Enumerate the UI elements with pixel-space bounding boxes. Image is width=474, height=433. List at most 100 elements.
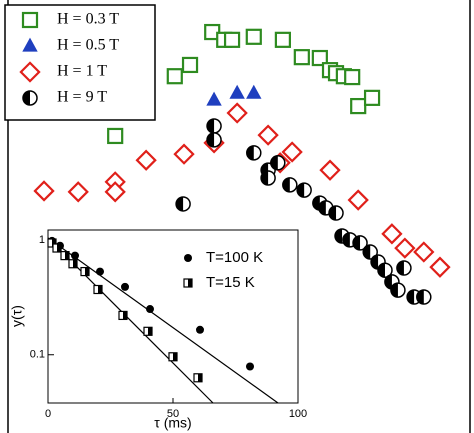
marker-shape bbox=[71, 251, 79, 260]
marker bbox=[19, 61, 41, 83]
marker-shape bbox=[363, 89, 381, 106]
marker bbox=[67, 181, 89, 203]
marker bbox=[226, 102, 248, 124]
marker-half bbox=[98, 285, 102, 294]
marker-shape bbox=[226, 102, 248, 124]
marker-half bbox=[377, 263, 385, 278]
marker bbox=[206, 91, 222, 106]
legend-label: T=100 K bbox=[206, 249, 263, 266]
marker-shape bbox=[135, 149, 157, 171]
marker-shape bbox=[104, 181, 126, 203]
marker-shape bbox=[181, 56, 199, 74]
marker bbox=[246, 362, 254, 371]
marker bbox=[260, 170, 276, 186]
marker-shape bbox=[429, 256, 451, 278]
marker bbox=[146, 305, 154, 314]
marker bbox=[183, 278, 193, 288]
x-tick-label: 100 bbox=[289, 408, 307, 420]
marker-half bbox=[329, 206, 337, 221]
marker-half bbox=[52, 239, 56, 248]
marker-shape bbox=[246, 362, 254, 371]
marker-shape bbox=[96, 267, 104, 276]
marker bbox=[281, 141, 303, 163]
legend-label: H = 9 T bbox=[57, 89, 107, 106]
marker bbox=[96, 267, 104, 276]
marker bbox=[246, 145, 262, 161]
marker bbox=[362, 244, 378, 260]
marker-shape bbox=[206, 91, 222, 106]
marker-half bbox=[73, 259, 77, 268]
marker-shape bbox=[311, 49, 328, 67]
marker bbox=[293, 49, 310, 66]
marker-half bbox=[176, 196, 184, 211]
inset-y-label: y(τ) bbox=[9, 305, 25, 327]
marker-half bbox=[123, 311, 127, 320]
marker bbox=[413, 241, 435, 263]
marker-shape bbox=[319, 159, 341, 181]
marker bbox=[93, 284, 103, 295]
marker bbox=[175, 196, 191, 212]
marker-shape bbox=[33, 180, 55, 202]
marker bbox=[121, 282, 129, 291]
marker bbox=[173, 143, 195, 165]
marker bbox=[328, 205, 344, 221]
legend-label: H = 0.5 T bbox=[57, 37, 119, 54]
marker-shape bbox=[281, 141, 303, 163]
marker bbox=[107, 127, 124, 145]
marker bbox=[246, 84, 262, 99]
marker-shape bbox=[19, 61, 41, 83]
marker bbox=[282, 177, 298, 193]
marker bbox=[416, 289, 432, 305]
marker-shape bbox=[146, 305, 154, 314]
marker-shape bbox=[229, 84, 245, 99]
marker bbox=[181, 56, 199, 74]
marker bbox=[118, 310, 128, 321]
marker bbox=[229, 84, 245, 99]
y-tick-label: 0.1 bbox=[30, 349, 45, 361]
marker bbox=[33, 180, 55, 202]
marker-half bbox=[312, 196, 320, 211]
marker bbox=[296, 182, 312, 198]
marker bbox=[274, 31, 291, 48]
marker-shape bbox=[223, 31, 241, 48]
marker bbox=[394, 237, 416, 259]
marker bbox=[319, 159, 341, 181]
marker-half bbox=[282, 177, 290, 192]
inset-x-label: τ (ms) bbox=[154, 415, 191, 431]
marker bbox=[22, 90, 38, 106]
marker-half bbox=[318, 200, 326, 215]
fit-line bbox=[47, 237, 279, 404]
marker bbox=[60, 251, 70, 261]
marker-shape bbox=[245, 28, 262, 45]
marker-shape bbox=[107, 127, 124, 145]
marker-shape bbox=[413, 241, 435, 263]
marker-half bbox=[407, 290, 415, 305]
marker bbox=[381, 223, 403, 245]
marker-shape bbox=[121, 282, 129, 291]
marker-half bbox=[57, 244, 61, 253]
marker-half bbox=[23, 91, 30, 105]
marker bbox=[71, 251, 79, 260]
marker bbox=[206, 118, 222, 134]
marker-shape bbox=[196, 325, 204, 334]
x-tick-label: 0 bbox=[45, 408, 51, 420]
marker bbox=[390, 282, 406, 298]
legend-label: T=15 K bbox=[206, 274, 255, 291]
marker-half bbox=[85, 267, 89, 276]
marker-shape bbox=[344, 68, 361, 86]
marker bbox=[143, 326, 153, 336]
marker bbox=[352, 235, 368, 251]
marker-half bbox=[353, 235, 361, 250]
marker bbox=[429, 256, 451, 278]
marker bbox=[311, 49, 328, 67]
marker-shape bbox=[274, 31, 291, 48]
marker-half bbox=[390, 283, 398, 298]
marker bbox=[52, 243, 62, 253]
marker bbox=[347, 189, 369, 211]
marker-shape bbox=[394, 237, 416, 259]
marker-half bbox=[371, 254, 379, 269]
marker-half bbox=[342, 232, 350, 247]
marker-half bbox=[261, 170, 269, 185]
marker bbox=[193, 373, 203, 383]
